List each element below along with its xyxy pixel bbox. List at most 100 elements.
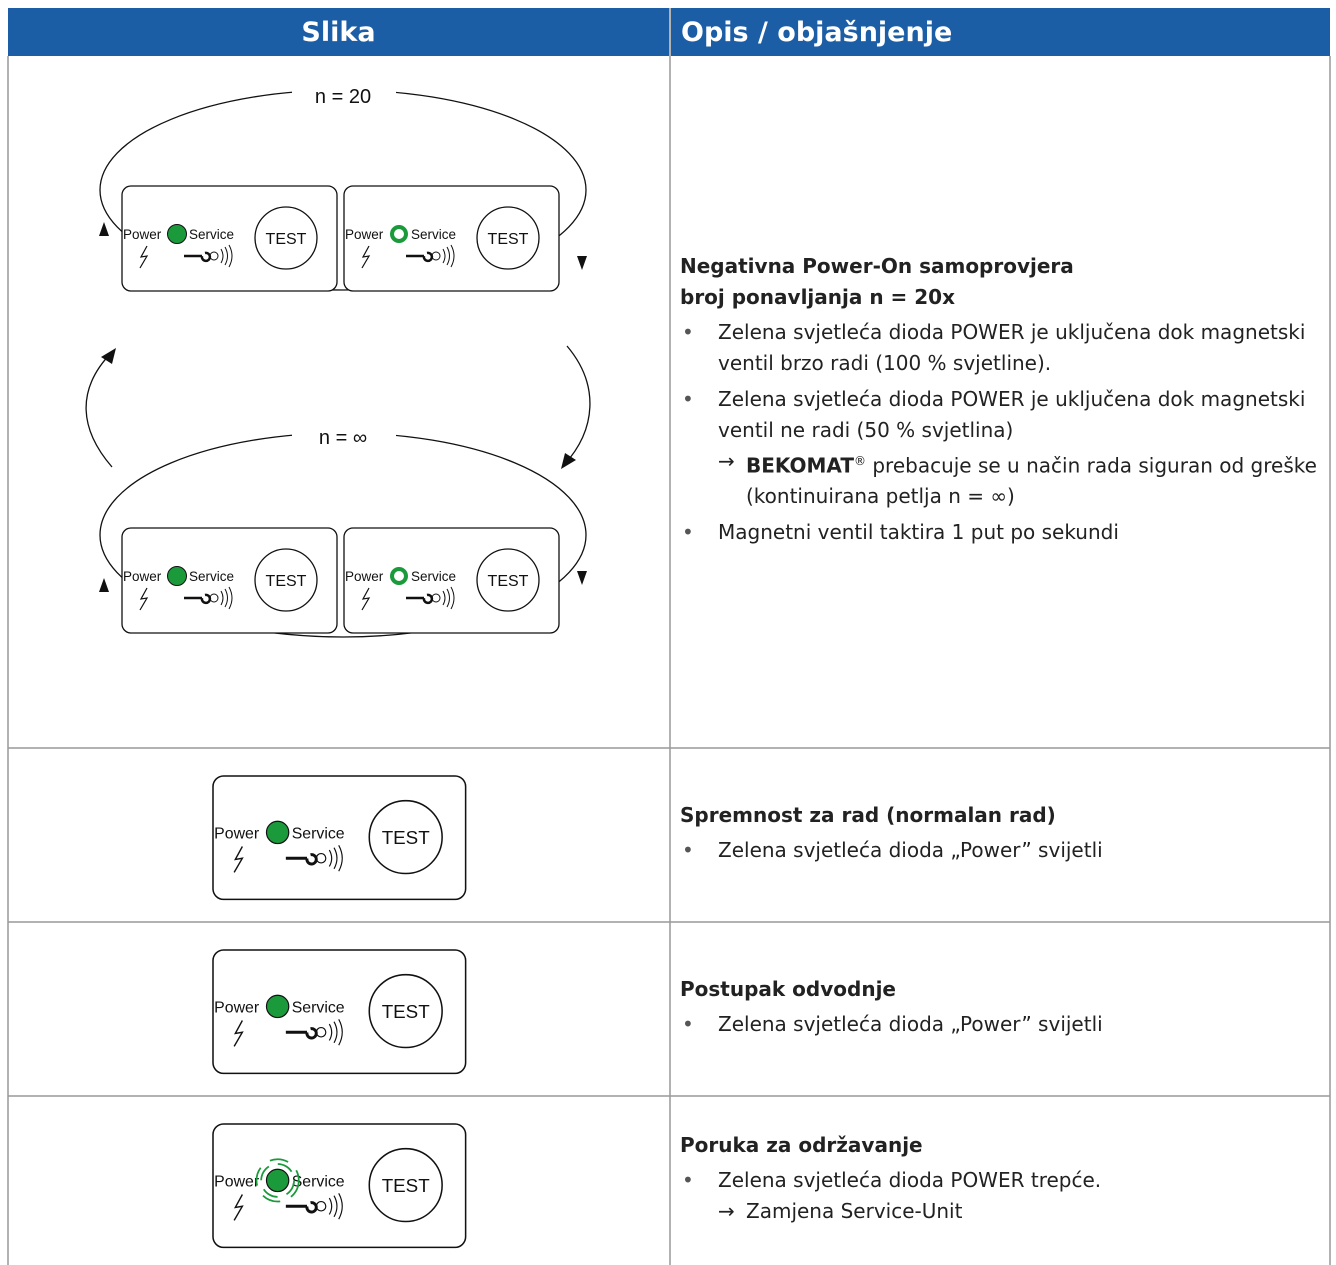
- signal-icon: [220, 244, 233, 268]
- test-button: [254, 206, 318, 270]
- led-panel: Power Service TEST: [343, 527, 560, 634]
- bullet-list: Zelena svjetleća dioda POWER trepće. Zam…: [680, 1165, 1320, 1232]
- bullet-text: Zelena svjetleća dioda POWER trepće.: [718, 1167, 1102, 1192]
- label-gap: [292, 422, 396, 450]
- valve-icon: [431, 251, 441, 261]
- wrench-icon: [184, 593, 212, 605]
- power-label: Power: [214, 1173, 260, 1190]
- signal-icon: [328, 845, 343, 872]
- lightning-icon: [233, 1020, 244, 1047]
- blink-wave: [255, 1158, 300, 1203]
- signal-icon: [328, 1193, 343, 1220]
- led-panel: Power Service TEST: [212, 949, 467, 1075]
- table-lines: [7, 8, 1331, 1265]
- led-panel: Power Service TEST: [212, 775, 467, 901]
- lightning-icon: [139, 587, 149, 611]
- power-led: [167, 566, 187, 586]
- led-panel: Power Service TEST: [343, 185, 560, 292]
- bullet: Zelena svjetleća dioda „Power” svijetli: [680, 1009, 1320, 1040]
- signal-icon: [442, 586, 455, 610]
- test-button: [368, 799, 443, 875]
- row-title: Negativna Power-On samoprovjera: [680, 253, 1074, 278]
- test-button: [476, 548, 540, 612]
- test-button: [254, 548, 318, 612]
- service-label: Service: [189, 227, 234, 242]
- blink-wave: [260, 1163, 295, 1198]
- test-button: [368, 973, 443, 1049]
- label-gap: [292, 82, 396, 108]
- test-label: TEST: [382, 1001, 431, 1022]
- signal-icon: [220, 586, 233, 610]
- wrench-icon: [285, 1201, 318, 1214]
- service-label: Service: [292, 999, 345, 1016]
- reg-mark: ®: [853, 453, 866, 468]
- led-panel: Power Service TEST: [121, 185, 338, 292]
- power-led: [167, 224, 187, 244]
- lightning-icon: [361, 245, 371, 269]
- header-cell: Opis / objašnjenje: [671, 8, 1330, 56]
- test-label: TEST: [488, 231, 529, 248]
- valve-icon: [209, 593, 219, 603]
- power-label: Power: [214, 999, 260, 1016]
- test-label: TEST: [488, 573, 529, 590]
- lightning-icon: [139, 245, 149, 269]
- test-button: [476, 206, 540, 270]
- power-led: [390, 567, 408, 585]
- power-label: Power: [123, 569, 162, 584]
- led-panel: Power Service TEST: [121, 527, 338, 634]
- wrench-icon: [285, 1027, 318, 1040]
- arrowheads: [99, 222, 587, 592]
- test-label: TEST: [382, 1175, 431, 1196]
- bullet: Magnetni ventil taktira 1 put po sekundi: [680, 517, 1320, 548]
- bullet: Zelena svjetleća dioda POWER trepće. Zam…: [680, 1165, 1320, 1227]
- description: Poruka za održavanje Zelena svjetleća di…: [680, 1096, 1320, 1265]
- signal-icon: [442, 244, 455, 268]
- sub-item: BEKOMAT® prebacuje se u način rada sigur…: [718, 446, 1320, 513]
- test-label: TEST: [382, 827, 431, 848]
- valve-icon: [315, 1200, 327, 1212]
- wrench-icon: [406, 593, 434, 605]
- description: Postupak odvodnje Zelena svjetleća dioda…: [680, 922, 1320, 1096]
- service-label: Service: [292, 825, 345, 842]
- valve-icon: [209, 251, 219, 261]
- lightning-icon: [233, 846, 244, 873]
- row-title: Poruka za održavanje: [680, 1132, 923, 1157]
- row-title: Spremnost za rad (normalan rad): [680, 802, 1056, 827]
- power-led: [265, 994, 290, 1019]
- test-button: [368, 1147, 443, 1223]
- sub-item: Zamjena Service-Unit: [718, 1196, 1320, 1227]
- sub-text: prebacuje se u način rada siguran od gre…: [746, 453, 1317, 509]
- led-panel: Power Service TEST: [212, 1123, 467, 1249]
- service-label: Service: [411, 569, 456, 584]
- power-label: Power: [345, 227, 384, 242]
- bullet-text: Zelena svjetleća dioda POWER je uključen…: [718, 386, 1306, 442]
- valve-icon: [315, 1026, 327, 1038]
- header-text: Opis / objašnjenje: [681, 16, 953, 48]
- service-label: Service: [292, 1173, 345, 1190]
- description: Spremnost za rad (normalan rad) Zelena s…: [680, 748, 1320, 922]
- row-title: Postupak odvodnje: [680, 976, 896, 1001]
- power-led: [265, 1168, 290, 1193]
- valve-icon: [431, 593, 441, 603]
- wrench-icon: [184, 251, 212, 263]
- header-cell: Slika: [8, 8, 669, 56]
- brand: BEKOMAT: [746, 453, 854, 478]
- power-led: [390, 225, 408, 243]
- test-label: TEST: [266, 231, 307, 248]
- signal-icon: [328, 1019, 343, 1046]
- bullet-list: Zelena svjetleća dioda „Power” svijetli: [680, 835, 1320, 871]
- bullet-list: Zelena svjetleća dioda POWER je uključen…: [680, 317, 1320, 554]
- description: Negativna Power-On samoprovjera broj pon…: [680, 56, 1320, 748]
- wrench-icon: [285, 853, 318, 866]
- test-label: TEST: [266, 573, 307, 590]
- service-label: Service: [411, 227, 456, 242]
- power-label: Power: [214, 825, 260, 842]
- wrench-icon: [406, 251, 434, 263]
- lightning-icon: [233, 1194, 244, 1221]
- loop-label: n = ∞: [319, 427, 367, 449]
- power-label: Power: [345, 569, 384, 584]
- power-label: Power: [123, 227, 162, 242]
- bullet-list: Zelena svjetleća dioda „Power” svijetli: [680, 1009, 1320, 1045]
